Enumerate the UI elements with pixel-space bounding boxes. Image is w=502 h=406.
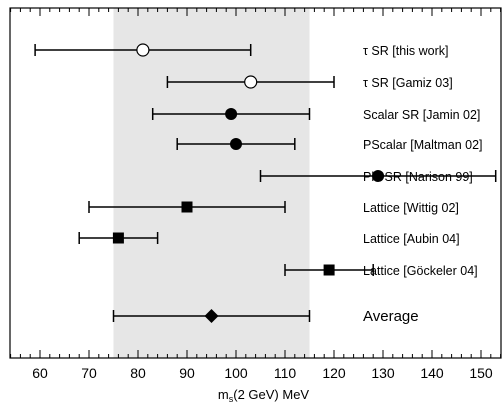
point-marker [181,201,193,213]
point-label: τ SR [Gamiz 03] [363,76,453,90]
axis-ticks [10,8,502,358]
average-band [113,8,310,358]
data-row: Lattice [Göckeler 04] [284,264,478,278]
plot-frame [9,7,502,359]
point-label: Average [363,308,419,325]
x-tick-label: 60 [32,365,48,381]
point-marker [323,264,335,276]
x-axis-title: ms(2 GeV) MeV [218,387,310,404]
point-marker [372,170,385,182]
point-label: Phi SR [Narison 99] [363,170,473,184]
point-label: Lattice [Aubin 04] [363,232,460,246]
x-tick-label: 90 [179,365,195,381]
x-tick-labels: 60 70 80 90 100 110 120 130 140 150 [32,365,493,381]
point-marker [225,108,238,120]
data-row: Lattice [Aubin 04] [78,232,460,246]
x-tick-label: 150 [469,365,493,381]
point-label: Scalar SR [Jamin 02] [363,108,480,122]
point-marker [230,138,242,150]
x-tick-label: 140 [420,365,444,381]
point-label: Lattice [Göckeler 04] [363,264,478,278]
x-tick-label: 100 [224,365,248,381]
x-tick-label: 80 [130,365,146,381]
data-row: Phi SR [Narison 99] [259,170,497,184]
data-row: PScalar [Maltman 02] [176,138,483,152]
x-tick-label: 130 [371,365,395,381]
data-row: τ SR [this work] [34,43,449,58]
point-marker [244,75,258,89]
data-points: τ SR [this work] τ SR [Gamiz 03] Scalar SR… [34,43,497,325]
point-label: PScalar [Maltman 02] [363,138,483,152]
data-row: Scalar SR [Jamin 02] [151,108,480,122]
data-row: Lattice [Wittig 02] [88,201,459,215]
point-label: Lattice [Wittig 02] [363,201,459,215]
point-marker [112,232,124,244]
x-tick-label: 120 [322,365,346,381]
point-marker [204,309,219,323]
x-tick-label: 70 [81,365,97,381]
x-tick-label: 110 [274,365,297,381]
data-row: τ SR [Gamiz 03] [166,75,453,90]
data-row: Average [112,308,419,325]
point-label: τ SR [this work] [363,44,449,58]
point-marker [136,43,150,57]
